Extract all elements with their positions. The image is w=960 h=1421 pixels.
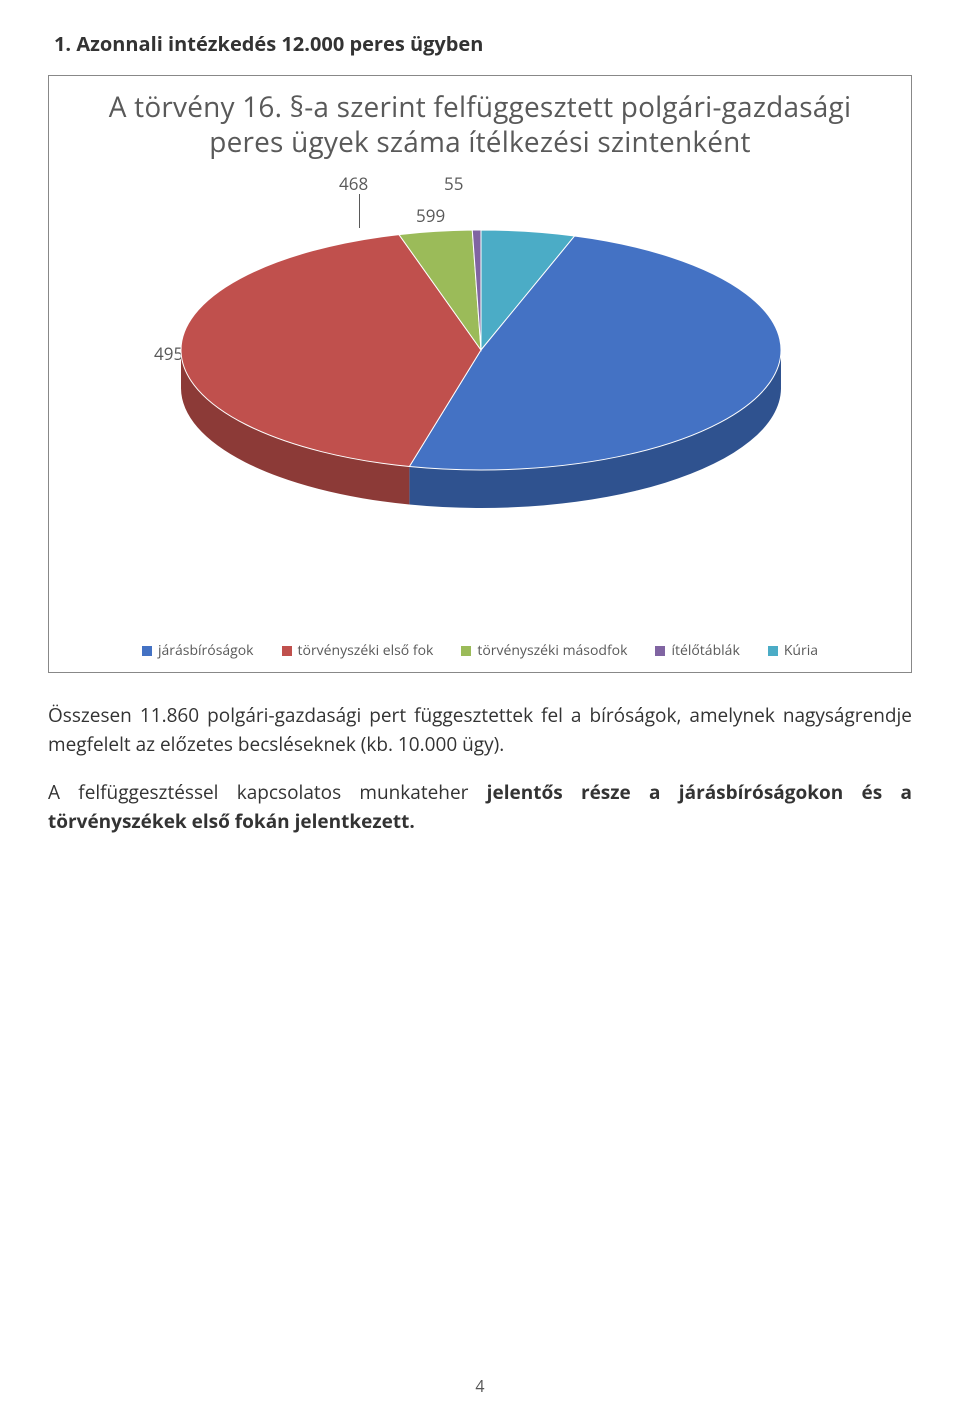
paragraph-2: A felfüggesztéssel kapcsolatos munkatehe…: [48, 778, 912, 837]
chart-legend: járásbíróságok törvényszéki első fok tör…: [49, 641, 911, 660]
chart-container: A törvény 16. §-a szerint felfüggesztett…: [48, 75, 912, 673]
legend-item-1: törvényszéki első fok: [282, 641, 434, 660]
pie-svg: [161, 210, 801, 530]
p1-pre: Összesen 11.860 polgári-gazdasági pert f…: [48, 702, 563, 728]
p2-pre: A felfüggesztéssel kapcsolatos munkatehe…: [48, 779, 487, 805]
legend-swatch-0: [142, 646, 152, 656]
label-55: 55: [444, 172, 463, 195]
legend-label-1: törvényszéki első fok: [298, 641, 434, 660]
label-468: 468: [339, 172, 368, 195]
legend-swatch-2: [461, 646, 471, 656]
legend-swatch-3: [655, 646, 665, 656]
legend-item-4: Kúria: [768, 641, 818, 660]
legend-label-0: járásbíróságok: [158, 641, 254, 660]
legend-label-4: Kúria: [784, 641, 818, 660]
chart-title: A törvény 16. §-a szerint felfüggesztett…: [49, 76, 911, 166]
paragraph-1: Összesen 11.860 polgári-gazdasági pert f…: [48, 701, 912, 760]
legend-label-2: törvényszéki másodfok: [477, 641, 627, 660]
pie-chart: 468 55 599 5786 4952: [49, 166, 911, 546]
page-heading: 1. Azonnali intézkedés 12.000 peres ügyb…: [54, 30, 912, 57]
body-text: Összesen 11.860 polgári-gazdasági pert f…: [48, 701, 912, 837]
legend-swatch-4: [768, 646, 778, 656]
page-number: 4: [0, 1375, 960, 1397]
legend-item-0: járásbíróságok: [142, 641, 254, 660]
legend-swatch-1: [282, 646, 292, 656]
legend-item-2: törvényszéki másodfok: [461, 641, 627, 660]
legend-label-3: ítélőtáblák: [671, 641, 739, 660]
legend-item-3: ítélőtáblák: [655, 641, 739, 660]
